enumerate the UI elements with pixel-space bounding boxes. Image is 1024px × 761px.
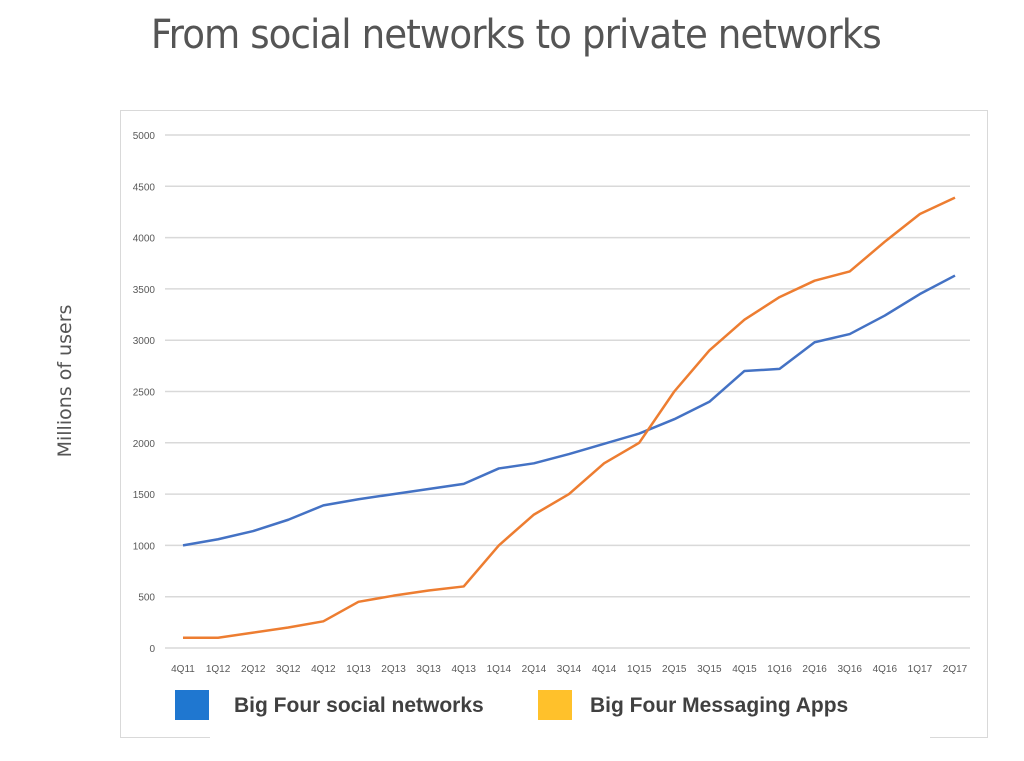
y-tick-label: 4500 [133, 182, 156, 193]
chart-title: From social networks to private networks [150, 12, 882, 58]
x-tick-label: 3Q13 [416, 664, 441, 675]
x-tick-label: 3Q12 [276, 664, 301, 675]
x-tick-label: 4Q16 [873, 664, 898, 675]
y-tick-label: 2500 [133, 388, 156, 399]
legend-label-messaging: Big Four Messaging Apps [590, 694, 849, 717]
x-tick-label: 3Q16 [837, 664, 862, 675]
x-tick-label: 2Q15 [662, 664, 687, 675]
y-tick-label: 5000 [133, 131, 156, 142]
x-tick-label: 3Q14 [557, 664, 582, 675]
y-tick-label: 0 [149, 644, 155, 655]
x-tick-label: 4Q11 [171, 664, 195, 675]
x-tick-label: 4Q14 [592, 664, 617, 675]
x-tick-label: 2Q14 [522, 664, 547, 675]
y-tick-label: 500 [138, 593, 155, 604]
series-line-0 [182, 274, 956, 547]
x-tick-label: 1Q14 [487, 664, 512, 675]
legend: Big Four social networks Big Four Messag… [175, 686, 930, 744]
x-tick-label: 1Q16 [767, 664, 792, 675]
legend-swatch-social [175, 690, 209, 720]
y-tick-label: 4000 [133, 234, 156, 245]
legend-swatch-messaging [538, 690, 572, 720]
x-tick-label: 2Q12 [241, 664, 266, 675]
y-tick-label: 2000 [133, 439, 156, 450]
x-tick-label: 3Q15 [697, 664, 722, 675]
series-line-1 [183, 196, 956, 639]
y-tick-label: 3000 [133, 336, 156, 347]
x-tick-label: 2Q13 [381, 664, 406, 675]
legend-label-social: Big Four social networks [234, 694, 484, 717]
x-tick-label: 1Q17 [908, 664, 933, 675]
y-tick-label: 1500 [133, 490, 156, 501]
y-tick-label: 1000 [133, 541, 156, 552]
x-tick-label: 4Q12 [311, 664, 336, 675]
x-tick-label: 1Q13 [346, 664, 371, 675]
x-tick-label: 4Q15 [732, 664, 757, 675]
y-tick-label: 3500 [133, 285, 156, 296]
x-tick-label: 1Q15 [627, 664, 652, 675]
x-tick-label: 2Q17 [943, 664, 968, 675]
x-tick-label: 4Q13 [451, 664, 476, 675]
x-tick-label: 1Q12 [206, 664, 231, 675]
x-tick-label: 2Q16 [802, 664, 827, 675]
